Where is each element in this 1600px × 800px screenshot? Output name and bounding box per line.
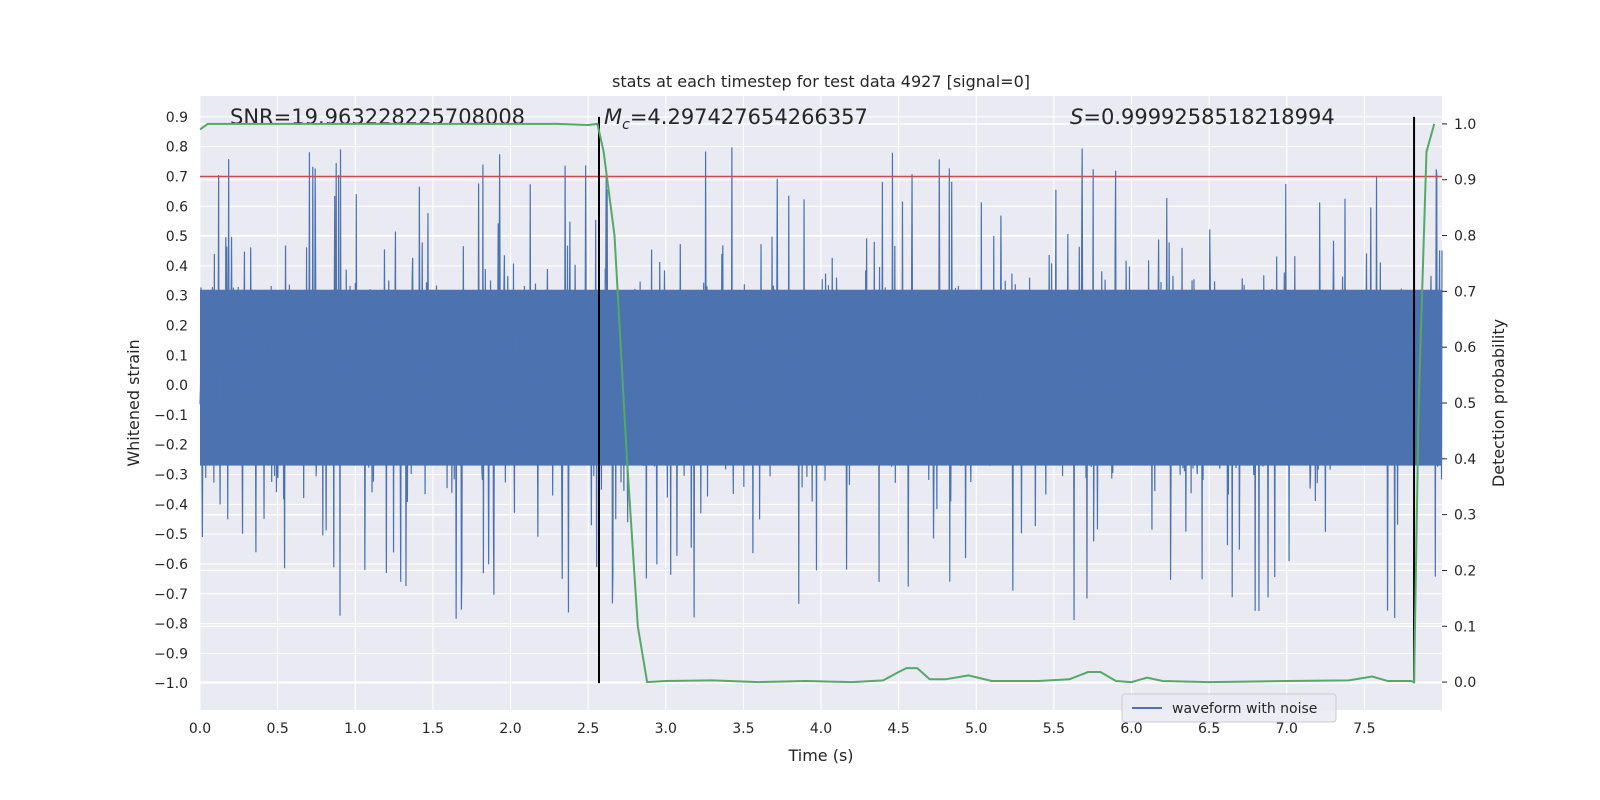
x-tick-label: 4.5 [887, 721, 909, 737]
overlays [200, 116, 1442, 684]
s-symbol: S [1070, 105, 1083, 129]
mc-subscript: c [622, 117, 630, 133]
legend-label-waveform: waveform with noise [1172, 701, 1317, 717]
x-tick-label: 3.5 [732, 721, 754, 737]
x-tick-label: 0.5 [266, 721, 288, 737]
axes: 0.0 0.5 1.0 1.5 2.0 2.5 3.0 3.5 4.0 4.5 5.0 5.5 6.0 6… [154, 110, 1476, 737]
y-right-tick-label: 0.3 [1454, 508, 1476, 524]
y-axis-label-left: Whitened strain [124, 339, 143, 466]
x-tick-label: 6.0 [1120, 721, 1142, 737]
y-left-tick-label: 0.7 [166, 169, 188, 185]
y-left-tick-label: −1.0 [154, 676, 188, 692]
mc-symbol: M [604, 105, 622, 129]
y-left-tick-label: −0.3 [154, 468, 188, 484]
y-left-tick-label: 0.4 [166, 259, 188, 275]
x-tick-label: 0.0 [189, 721, 211, 737]
y-left-tick-label: 0.6 [166, 199, 188, 215]
y-left-tick-label: −0.1 [154, 408, 188, 424]
x-tick-label: 5.5 [1043, 721, 1065, 737]
y-right-tick-label: 0.4 [1454, 452, 1476, 468]
legend-box [1121, 693, 1337, 723]
y-left-tick-label: 0.9 [166, 110, 188, 126]
x-tick-label: 4.0 [810, 721, 832, 737]
y-right-tick-label: 0.9 [1454, 173, 1476, 189]
y-left-tick-label: 0.0 [166, 378, 188, 394]
y-left-tick-label: −0.7 [154, 587, 188, 603]
legend: waveform with noise [1121, 693, 1337, 723]
x-tick-label: 2.0 [499, 721, 521, 737]
mc-annotation: Mc=4.297427654266357 [604, 105, 868, 133]
y-left-tick-label: 0.1 [166, 348, 188, 364]
x-axis-label: Time (s) [787, 746, 853, 765]
x-tick-label: 6.5 [1198, 721, 1220, 737]
x-tick-label: 7.0 [1276, 721, 1298, 737]
y-axis-label-right: Detection probability [1489, 319, 1508, 487]
y-left-tick-label: −0.2 [154, 438, 188, 454]
y-left-tick-label: 0.8 [166, 140, 188, 156]
y-right-tick-label: 0.0 [1454, 675, 1476, 691]
mc-value: =4.297427654266357 [630, 105, 868, 129]
x-tick-label: 3.0 [655, 721, 677, 737]
y-right-tick-label: 0.1 [1454, 619, 1476, 635]
y-left-tick-label: −0.6 [154, 557, 188, 573]
detection-probability-series [199, 122, 1436, 684]
s-annotation: S=0.9999258518218994 [1070, 105, 1335, 129]
x-tick-label: 1.5 [422, 721, 444, 737]
y-left-tick-label: −0.9 [154, 646, 188, 662]
y-right-tick-label: 0.6 [1454, 340, 1476, 356]
y-left-tick-label: 0.3 [166, 289, 188, 305]
waveform-series [199, 147, 1443, 621]
y-left-tick-label: 0.5 [166, 229, 188, 245]
s-value: =0.9999258518218994 [1083, 105, 1334, 129]
y-left-tick-label: 0.2 [166, 319, 188, 335]
x-tick-label: 1.0 [344, 721, 366, 737]
detection-probability-line [199, 122, 1436, 684]
y-right-tick-label: 1.0 [1454, 117, 1476, 133]
annotations: SNR=19.963228225708008 Mc=4.297427654266… [230, 105, 1335, 133]
y-right-tick-label: 0.5 [1454, 396, 1476, 412]
snr-annotation: SNR=19.963228225708008 [230, 105, 525, 129]
x-tick-label: 7.5 [1353, 721, 1375, 737]
y-right-tick-label: 0.2 [1454, 563, 1476, 579]
waveform-line [199, 147, 1443, 621]
y-left-tick-label: −0.8 [154, 617, 188, 633]
y-right-tick-label: 0.8 [1454, 229, 1476, 245]
y-right-tick-label: 0.7 [1454, 284, 1476, 300]
x-tick-label: 2.5 [577, 721, 599, 737]
y-left-tick-label: −0.5 [154, 527, 188, 543]
y-left-tick-label: −0.4 [154, 497, 188, 513]
x-tick-label: 5.0 [965, 721, 987, 737]
chart-title: stats at each timestep for test data 492… [612, 72, 1030, 91]
